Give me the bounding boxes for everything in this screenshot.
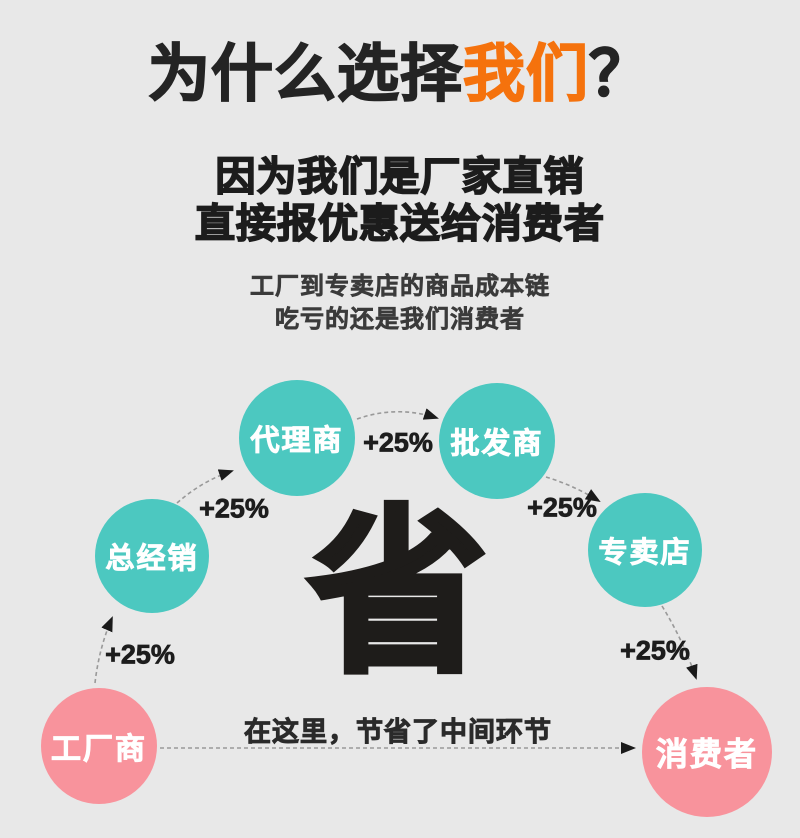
node-agent-label: 代理商 bbox=[250, 425, 344, 458]
title-question-mark: ？ bbox=[588, 40, 653, 109]
markup-general-to-agent: +25% bbox=[199, 493, 270, 524]
node-specialty-store: 专卖店 bbox=[588, 493, 702, 607]
node-consumer: 消费者 bbox=[642, 687, 772, 817]
cost-chain-note: 工厂到专卖店的商品成本链 吃亏的还是我们消费者 bbox=[0, 270, 800, 336]
node-consumer-label: 消费者 bbox=[655, 736, 758, 773]
bottom-note: 在这里，节省了中间环节 bbox=[244, 717, 552, 748]
note-line-2: 吃亏的还是我们消费者 bbox=[275, 306, 525, 334]
note-line-1: 工厂到专卖店的商品成本链 bbox=[250, 273, 550, 301]
subtitle-line-1: 因为我们是厂家直销 bbox=[215, 154, 585, 200]
markup-store-to-consumer: +25% bbox=[620, 635, 691, 666]
title-highlight: 我们 bbox=[462, 40, 589, 109]
node-general-distributor-label: 总经销 bbox=[105, 543, 199, 576]
markup-wholesaler-to-store: +25% bbox=[527, 492, 598, 523]
save-character: 省 bbox=[306, 494, 490, 693]
arrow-wholesaler-to-store-icon bbox=[545, 476, 601, 503]
node-agent: 代理商 bbox=[239, 380, 355, 496]
subtitle-line-2: 直接报优惠送给消费者 bbox=[194, 201, 605, 247]
node-general-distributor: 总经销 bbox=[95, 499, 209, 613]
arrow-store-to-consumer-icon bbox=[661, 605, 698, 680]
title-prefix: 为什么选择 bbox=[147, 40, 463, 109]
markup-agent-to-wholesaler: +25% bbox=[363, 427, 434, 458]
node-wholesaler-label: 批发商 bbox=[450, 428, 544, 461]
node-specialty-store-label: 专卖店 bbox=[598, 537, 692, 570]
arrow-general-to-agent-icon bbox=[176, 469, 234, 504]
node-wholesaler: 批发商 bbox=[439, 383, 555, 499]
node-factory: 工厂商 bbox=[41, 688, 157, 804]
markup-factory-to-general: +25% bbox=[105, 639, 176, 670]
arrow-agent-to-wholesaler-icon bbox=[356, 408, 439, 420]
subtitle: 因为我们是厂家直销 直接报优惠送给消费者 bbox=[0, 154, 800, 248]
page-title: 为什么选择我们？ bbox=[0, 40, 800, 109]
node-factory-label: 工厂商 bbox=[51, 733, 147, 767]
